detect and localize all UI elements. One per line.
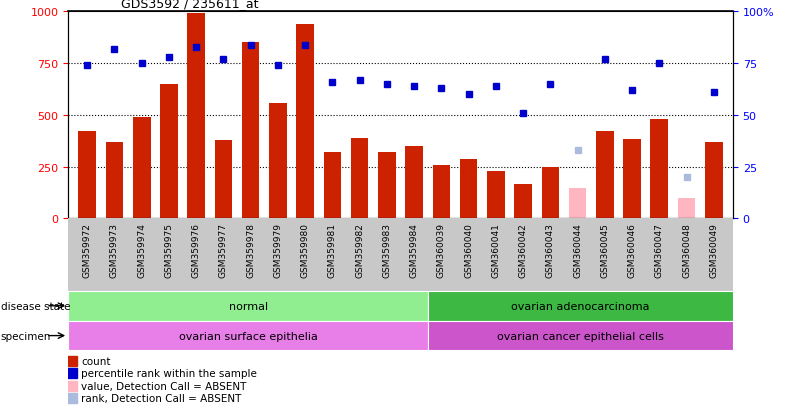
Text: GSM360048: GSM360048 — [682, 223, 691, 277]
Text: GSM359983: GSM359983 — [382, 223, 392, 278]
Text: GSM360041: GSM360041 — [491, 223, 501, 277]
Bar — [514, 185, 532, 219]
Text: GSM359972: GSM359972 — [83, 223, 91, 277]
Bar — [351, 138, 368, 219]
Bar — [296, 25, 314, 219]
Bar — [78, 132, 96, 219]
Text: GSM360040: GSM360040 — [464, 223, 473, 277]
Bar — [269, 103, 287, 219]
Text: GSM360042: GSM360042 — [518, 223, 528, 277]
Text: GSM360045: GSM360045 — [601, 223, 610, 277]
Bar — [678, 198, 695, 219]
Text: GSM360046: GSM360046 — [628, 223, 637, 277]
Bar — [378, 153, 396, 219]
Text: GSM359977: GSM359977 — [219, 223, 228, 278]
Bar — [541, 167, 559, 219]
Text: GSM359976: GSM359976 — [191, 223, 200, 278]
Bar — [569, 189, 586, 219]
Text: GSM359978: GSM359978 — [246, 223, 256, 278]
Bar — [429, 321, 733, 351]
Text: GSM359975: GSM359975 — [164, 223, 173, 278]
Bar — [215, 140, 232, 219]
Bar — [160, 85, 178, 219]
Text: GSM359974: GSM359974 — [137, 223, 146, 277]
Bar — [705, 142, 723, 219]
Text: GSM360047: GSM360047 — [655, 223, 664, 277]
Bar — [429, 291, 733, 321]
Text: GSM359973: GSM359973 — [110, 223, 119, 278]
Bar — [68, 321, 429, 351]
Text: specimen: specimen — [1, 331, 51, 341]
Bar — [623, 140, 641, 219]
Text: GSM359982: GSM359982 — [355, 223, 364, 277]
Text: ovarian cancer epithelial cells: ovarian cancer epithelial cells — [497, 331, 664, 341]
Text: GSM359981: GSM359981 — [328, 223, 337, 278]
Bar — [487, 171, 505, 219]
Bar — [106, 142, 123, 219]
Text: percentile rank within the sample: percentile rank within the sample — [81, 368, 257, 378]
Bar — [650, 120, 668, 219]
Bar — [187, 14, 205, 219]
Bar — [460, 160, 477, 219]
Text: value, Detection Call = ABSENT: value, Detection Call = ABSENT — [81, 381, 246, 391]
Text: ovarian surface epithelia: ovarian surface epithelia — [179, 331, 317, 341]
Bar — [68, 291, 429, 321]
Text: rank, Detection Call = ABSENT: rank, Detection Call = ABSENT — [81, 393, 241, 403]
Bar — [433, 165, 450, 219]
Bar — [133, 118, 151, 219]
Text: GSM359984: GSM359984 — [409, 223, 419, 277]
Text: GSM359980: GSM359980 — [300, 223, 310, 278]
Bar — [596, 132, 614, 219]
Text: GSM360039: GSM360039 — [437, 223, 446, 278]
Text: GSM360049: GSM360049 — [710, 223, 718, 277]
Bar — [324, 153, 341, 219]
Bar — [242, 43, 260, 219]
Text: GSM360044: GSM360044 — [573, 223, 582, 277]
Text: normal: normal — [228, 301, 268, 311]
Bar — [405, 147, 423, 219]
Text: GDS3592 / 235611_at: GDS3592 / 235611_at — [121, 0, 259, 10]
Text: disease state: disease state — [1, 301, 70, 311]
Text: GSM359979: GSM359979 — [273, 223, 283, 278]
Text: ovarian adenocarcinoma: ovarian adenocarcinoma — [511, 301, 650, 311]
Text: GSM360043: GSM360043 — [545, 223, 555, 277]
Text: count: count — [81, 356, 111, 366]
